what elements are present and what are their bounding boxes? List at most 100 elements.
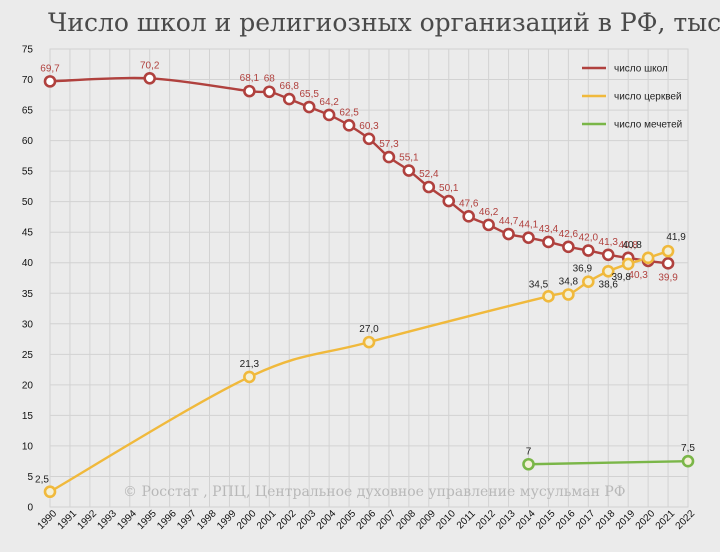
data-label-churches: 2,5 [35,475,49,486]
x-tick-label: 2010 [434,508,458,532]
legend: число школ число церквей число мечетей [582,64,682,131]
x-axis: 1990199119921993199419951996199719981999… [36,508,698,532]
x-tick-label: 2006 [355,508,379,532]
x-tick-label: 2004 [315,508,339,532]
y-tick-label: 75 [22,45,34,56]
data-label-churches: 21,3 [240,359,260,370]
data-label-schools: 68 [264,74,276,85]
data-label-schools: 50,1 [439,183,459,194]
x-tick-label: 2008 [394,508,418,532]
marker-schools [422,180,436,194]
x-tick-label: 1994 [115,508,139,532]
marker-schools [661,257,675,270]
marker-schools [542,235,555,249]
x-tick-label: 2005 [335,508,359,532]
data-label-churches: 38,6 [599,279,619,290]
x-tick-label: 2019 [614,508,638,532]
x-tick-label: 2017 [574,508,598,532]
x-tick-label: 1995 [135,508,159,532]
legend-label-schools: число школ [614,64,668,75]
data-label-churches: 39,8 [611,272,631,283]
y-tick-label: 25 [22,350,34,361]
marker-schools [562,240,575,254]
x-tick-label: 2011 [455,508,478,531]
data-labels: 69,7 70,2 68,1 68 66,865,564,262,560,357,355… [35,60,695,485]
y-tick-label: 40 [22,258,34,269]
data-label-schools: 60,3 [359,121,379,132]
marker-schools [402,164,416,177]
data-label-schools: 55,1 [399,153,419,164]
x-tick-label: 2002 [275,508,299,532]
y-tick-label: 10 [22,441,34,452]
data-label-schools: 42,0 [579,233,599,244]
marker-schools [522,231,535,244]
marker-schools [462,210,475,223]
y-tick-label: 35 [22,289,34,300]
series-markers [43,72,695,499]
x-tick-label: 2009 [414,508,438,532]
y-tick-label: 5 [27,472,33,483]
x-tick-label: 2007 [375,508,399,532]
y-axis: 0 5 10 15 20 25 30 35 40 45 50 55 60 65 70 75 [22,45,34,514]
marker-mosques [681,454,695,468]
x-tick-label: 1999 [215,508,239,532]
x-tick-label: 2020 [634,508,658,532]
marker-schools [302,100,316,114]
y-tick-label: 60 [22,136,34,147]
data-label-schools: 40,3 [628,270,648,281]
marker-schools [282,92,296,106]
marker-churches [542,290,555,303]
x-tick-label: 2022 [674,508,698,532]
marker-churches [362,335,376,349]
data-label-schools: 39,9 [658,272,678,283]
x-tick-label: 1998 [195,508,219,532]
marker-schools [362,132,376,146]
data-label-schools: 52,4 [419,169,439,180]
x-tick-label: 2000 [235,508,259,532]
x-tick-label: 1990 [36,508,60,532]
marker-schools [442,194,456,208]
marker-churches [43,485,57,499]
x-tick-label: 2003 [295,508,319,532]
marker-schools [143,72,156,85]
marker-churches [582,275,595,288]
data-label-schools: 70,2 [140,60,160,71]
marker-schools [43,75,57,88]
x-tick-label: 2013 [494,508,518,532]
marker-mosques [522,457,535,471]
y-tick-label: 30 [22,319,34,330]
marker-churches [641,251,655,265]
marker-schools [482,218,495,232]
marker-schools [502,227,515,241]
legend-label-mosques: число мечетей [614,120,682,131]
y-tick-label: 70 [22,75,34,86]
x-tick-label: 2018 [594,508,618,532]
y-tick-label: 55 [22,167,34,178]
marker-churches [562,288,575,301]
marker-churches [243,370,256,384]
x-tick-label: 1992 [75,508,99,532]
data-label-churches: 34,8 [559,276,579,287]
marker-schools [382,150,396,164]
data-label-churches: 40,8 [622,240,642,251]
data-label-schools: 66,8 [280,81,300,92]
line-mosques [528,460,689,466]
marker-schools [243,84,256,98]
marker-schools [342,119,356,132]
data-label-schools: 62,5 [339,107,359,118]
x-tick-label: 1993 [95,508,119,532]
marker-schools [582,244,595,257]
marker-schools [263,85,276,99]
y-tick-label: 65 [22,106,34,117]
data-label-mosques: 7 [526,446,532,457]
y-tick-label: 50 [22,197,34,208]
source-credit: © Росстат , РПЦ, Центральное духовное уп… [123,484,625,500]
y-tick-label: 0 [27,503,33,514]
x-tick-label: 2014 [514,508,538,532]
x-tick-label: 2001 [255,508,279,532]
data-label-schools: 41,3 [599,237,619,248]
legend-label-churches: число церквей [614,92,682,103]
data-label-schools: 43,4 [539,224,559,235]
data-label-churches: 34,5 [529,279,549,290]
